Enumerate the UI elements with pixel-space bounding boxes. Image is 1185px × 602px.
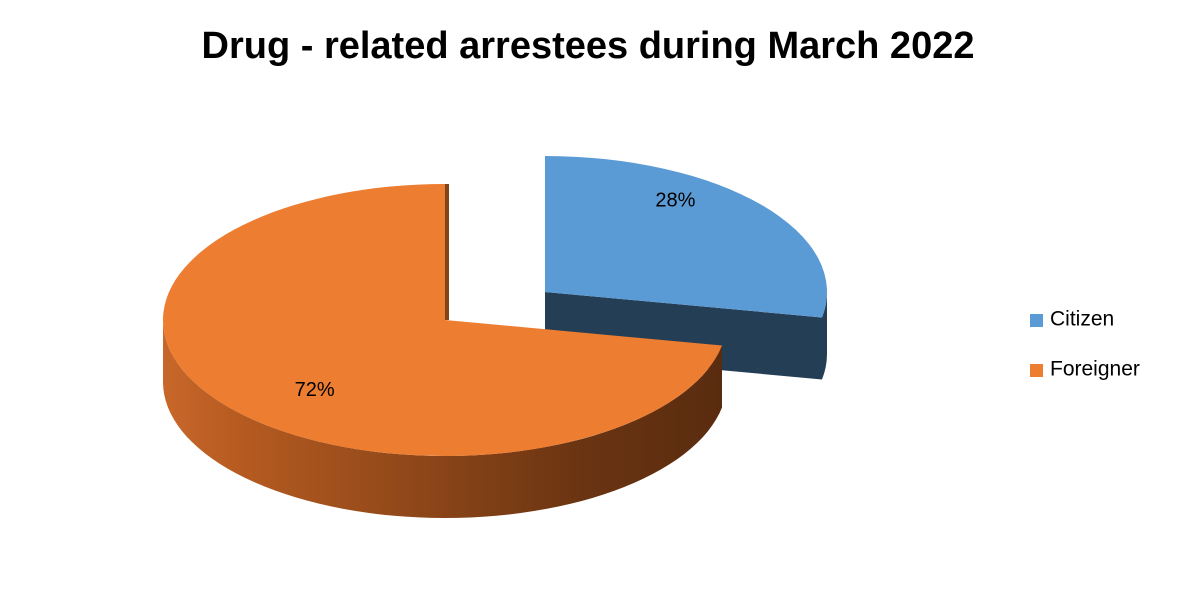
slice bbox=[162, 184, 723, 456]
slice bbox=[545, 156, 827, 318]
legend-label: Foreigner bbox=[1050, 358, 1140, 381]
legend-swatch bbox=[1030, 364, 1043, 377]
slice-cut-face bbox=[445, 184, 449, 320]
chart-title: Drug - related arrestees during March 20… bbox=[202, 25, 975, 67]
data-label: 28% bbox=[655, 190, 695, 212]
data-label: 72% bbox=[295, 379, 335, 401]
slice-side bbox=[163, 320, 723, 518]
slice-side bbox=[822, 292, 827, 380]
legend-swatch bbox=[1030, 314, 1043, 327]
legend-label: Citizen bbox=[1050, 308, 1114, 331]
